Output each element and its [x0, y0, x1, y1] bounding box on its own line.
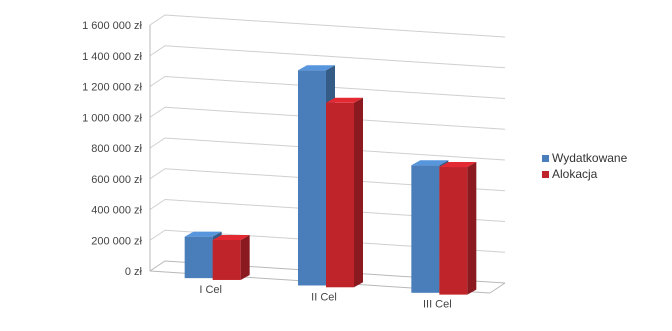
y-tick-label: 400 000 zł [91, 205, 142, 217]
legend-swatch-wydatkowane [542, 154, 549, 162]
bar-alokacja-i-cel-side [240, 234, 250, 280]
y-tick-label: 200 000 zł [91, 235, 142, 247]
y-tick-label: 1 200 000 zł [82, 82, 142, 94]
bar-alokacja-iii-cel-front [439, 167, 468, 295]
bar-alokacja-iii-cel-top [439, 162, 477, 168]
bar-wydatkowane-ii-cel-front [298, 70, 326, 286]
legend-label-wydatkowane: Wydatkowane [552, 151, 628, 165]
floor-side-edge [489, 282, 506, 294]
bar-wydatkowane-iii-cel-front [411, 165, 440, 293]
gridline [149, 137, 506, 161]
bar-alokacja-ii-cel-front [326, 102, 354, 288]
bar-alokacja-iii-cel [439, 162, 477, 295]
y-tick-label: 1 600 000 zł [82, 20, 142, 32]
legend: Wydatkowane Alokacja [542, 150, 627, 182]
x-category-label: III Cel [423, 299, 452, 311]
bar-alokacja-i-cel-front [212, 239, 241, 280]
bar-alokacja-i-cel-top [212, 234, 250, 240]
bar-wydatkowane-iii-cel-top [411, 160, 449, 166]
legend-swatch-alokacja [542, 170, 549, 178]
y-tick-label: 0 zł [125, 266, 143, 278]
gridline [149, 45, 506, 69]
legend-item-alokacja: Alokacja [542, 166, 627, 182]
gridline [149, 168, 506, 192]
bar-wydatkowane-i-cel-top [184, 231, 222, 237]
x-category-label: II Cel [311, 291, 337, 303]
bar-alokacja-ii-cel-side [354, 97, 363, 288]
bar-alokacja-iii-cel-side [467, 162, 477, 295]
gridline [149, 260, 506, 284]
y-tick-label: 1 000 000 zł [82, 112, 142, 124]
gridline [149, 106, 506, 130]
bar-alokacja-i-cel [212, 234, 250, 280]
y-tick-label: 600 000 zł [91, 174, 142, 186]
legend-item-wydatkowane: Wydatkowane [542, 150, 627, 166]
bar-wydatkowane-ii-cel-top [298, 65, 335, 71]
gridline [149, 229, 506, 253]
y-tick-label: 800 000 zł [91, 143, 142, 155]
x-category-label: I Cel [199, 284, 222, 296]
gridline [149, 198, 506, 222]
gridline [149, 75, 506, 99]
bars: I Cel II Cel III Cel [184, 65, 477, 311]
gridline [149, 14, 506, 38]
bar-alokacja-ii-cel-top [326, 97, 363, 103]
bar-wydatkowane-i-cel-front [184, 236, 213, 279]
gridlines: 0 zł 200 000 zł 400 000 zł 600 000 zł 800 00… [82, 14, 506, 284]
bar-alokacja-ii-cel [326, 97, 363, 288]
legend-label-alokacja: Alokacja [552, 167, 598, 181]
y-tick-label: 1 400 000 zł [82, 51, 142, 63]
